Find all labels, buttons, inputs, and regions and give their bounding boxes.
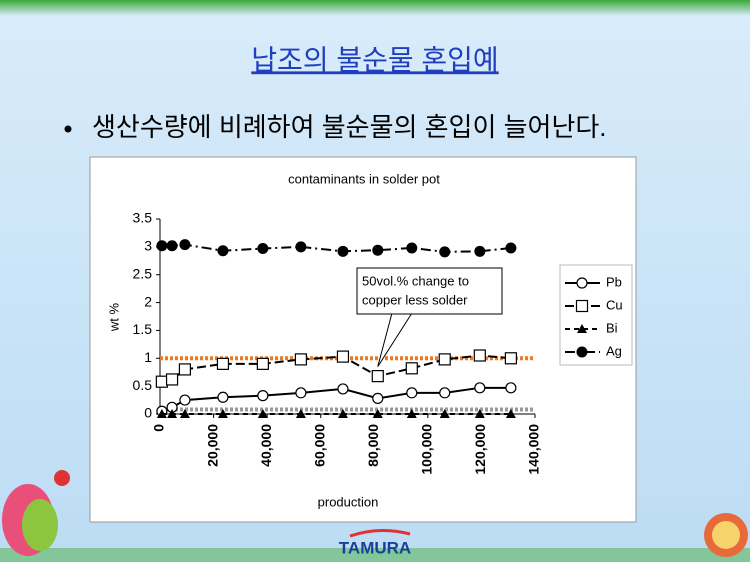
marker — [336, 350, 350, 363]
marker — [295, 387, 307, 399]
y-tick-label: 2 — [144, 293, 152, 309]
marker — [439, 387, 451, 399]
marker — [256, 357, 269, 370]
y-tick-label: 2.5 — [133, 265, 153, 281]
chart-title: contaminants in solder pot — [288, 171, 440, 186]
bottom-band — [0, 548, 750, 562]
legend-label: Pb — [606, 274, 622, 289]
bullet-text: 생산수량에 비례하여 불순물의 혼입이 늘어난다. — [92, 112, 607, 142]
x-tick-label: 140,000 — [526, 424, 542, 475]
y-tick-label: 0.5 — [133, 377, 153, 393]
x-tick-label: 80,000 — [365, 424, 381, 467]
x-tick-label: 100,000 — [419, 424, 435, 475]
annotation-text: copper less solder — [362, 292, 468, 307]
y-tick-label: 1.5 — [133, 321, 153, 337]
marker — [257, 243, 269, 255]
marker — [438, 353, 451, 366]
y-tick-label: 0 — [144, 405, 152, 421]
marker — [178, 363, 192, 376]
x-tick-label: 20,000 — [204, 424, 220, 467]
legend-label: Cu — [606, 297, 623, 312]
marker — [217, 245, 229, 257]
logo: TAMURA — [339, 538, 411, 557]
marker — [294, 353, 307, 366]
marker — [155, 375, 168, 388]
marker — [216, 357, 230, 370]
annotation-text: 50vol.% change to — [362, 273, 469, 288]
marker — [406, 387, 418, 399]
x-tick-label: 40,000 — [258, 424, 274, 467]
marker — [179, 409, 190, 418]
legend-label: Ag — [606, 343, 622, 358]
mascot — [2, 470, 748, 557]
marker — [439, 409, 450, 418]
y-tick-label: 3.5 — [133, 210, 153, 226]
y-tick-label: 3 — [144, 238, 152, 254]
marker — [372, 392, 384, 404]
x-tick-label: 60,000 — [311, 424, 327, 467]
marker — [295, 241, 307, 253]
marker — [505, 382, 517, 394]
bullet-dot — [64, 125, 72, 133]
y-axis-label: wt % — [106, 302, 121, 332]
slide-title: 납조의 불순물 혼입예 — [251, 44, 498, 75]
marker — [257, 409, 268, 418]
marker — [505, 242, 517, 254]
marker — [371, 370, 384, 383]
marker — [505, 409, 516, 418]
marker — [406, 409, 417, 418]
marker — [156, 409, 167, 418]
marker — [474, 245, 486, 257]
x-tick-label: 0 — [151, 424, 167, 432]
marker — [575, 299, 589, 313]
marker — [179, 239, 191, 251]
marker — [406, 242, 418, 254]
annotation-box — [356, 267, 503, 315]
marker — [166, 240, 178, 252]
marker — [295, 409, 306, 418]
marker — [372, 409, 383, 418]
marker — [257, 390, 269, 402]
legend-label: Bi — [606, 320, 618, 335]
marker — [167, 409, 178, 418]
marker — [474, 409, 485, 418]
annotation-pointer — [377, 312, 413, 367]
marker — [439, 246, 451, 258]
marker — [337, 245, 349, 257]
marker — [474, 382, 486, 394]
marker — [576, 277, 588, 289]
marker — [337, 383, 349, 395]
x-axis-label: production — [318, 494, 379, 509]
marker — [165, 373, 179, 386]
marker — [473, 349, 486, 362]
marker — [504, 352, 517, 365]
marker — [337, 409, 348, 418]
x-tick-label: 120,000 — [472, 424, 488, 475]
marker — [372, 244, 384, 256]
marker — [576, 346, 588, 358]
marker — [577, 324, 587, 333]
marker — [217, 409, 228, 418]
marker — [179, 394, 191, 406]
top-band — [0, 0, 750, 16]
y-tick-label: 1 — [144, 349, 152, 365]
marker — [156, 240, 168, 252]
logo-swoosh — [349, 529, 411, 538]
legend-box — [559, 264, 633, 366]
marker — [405, 362, 418, 375]
marker — [217, 391, 229, 403]
chart-frame — [89, 156, 637, 523]
